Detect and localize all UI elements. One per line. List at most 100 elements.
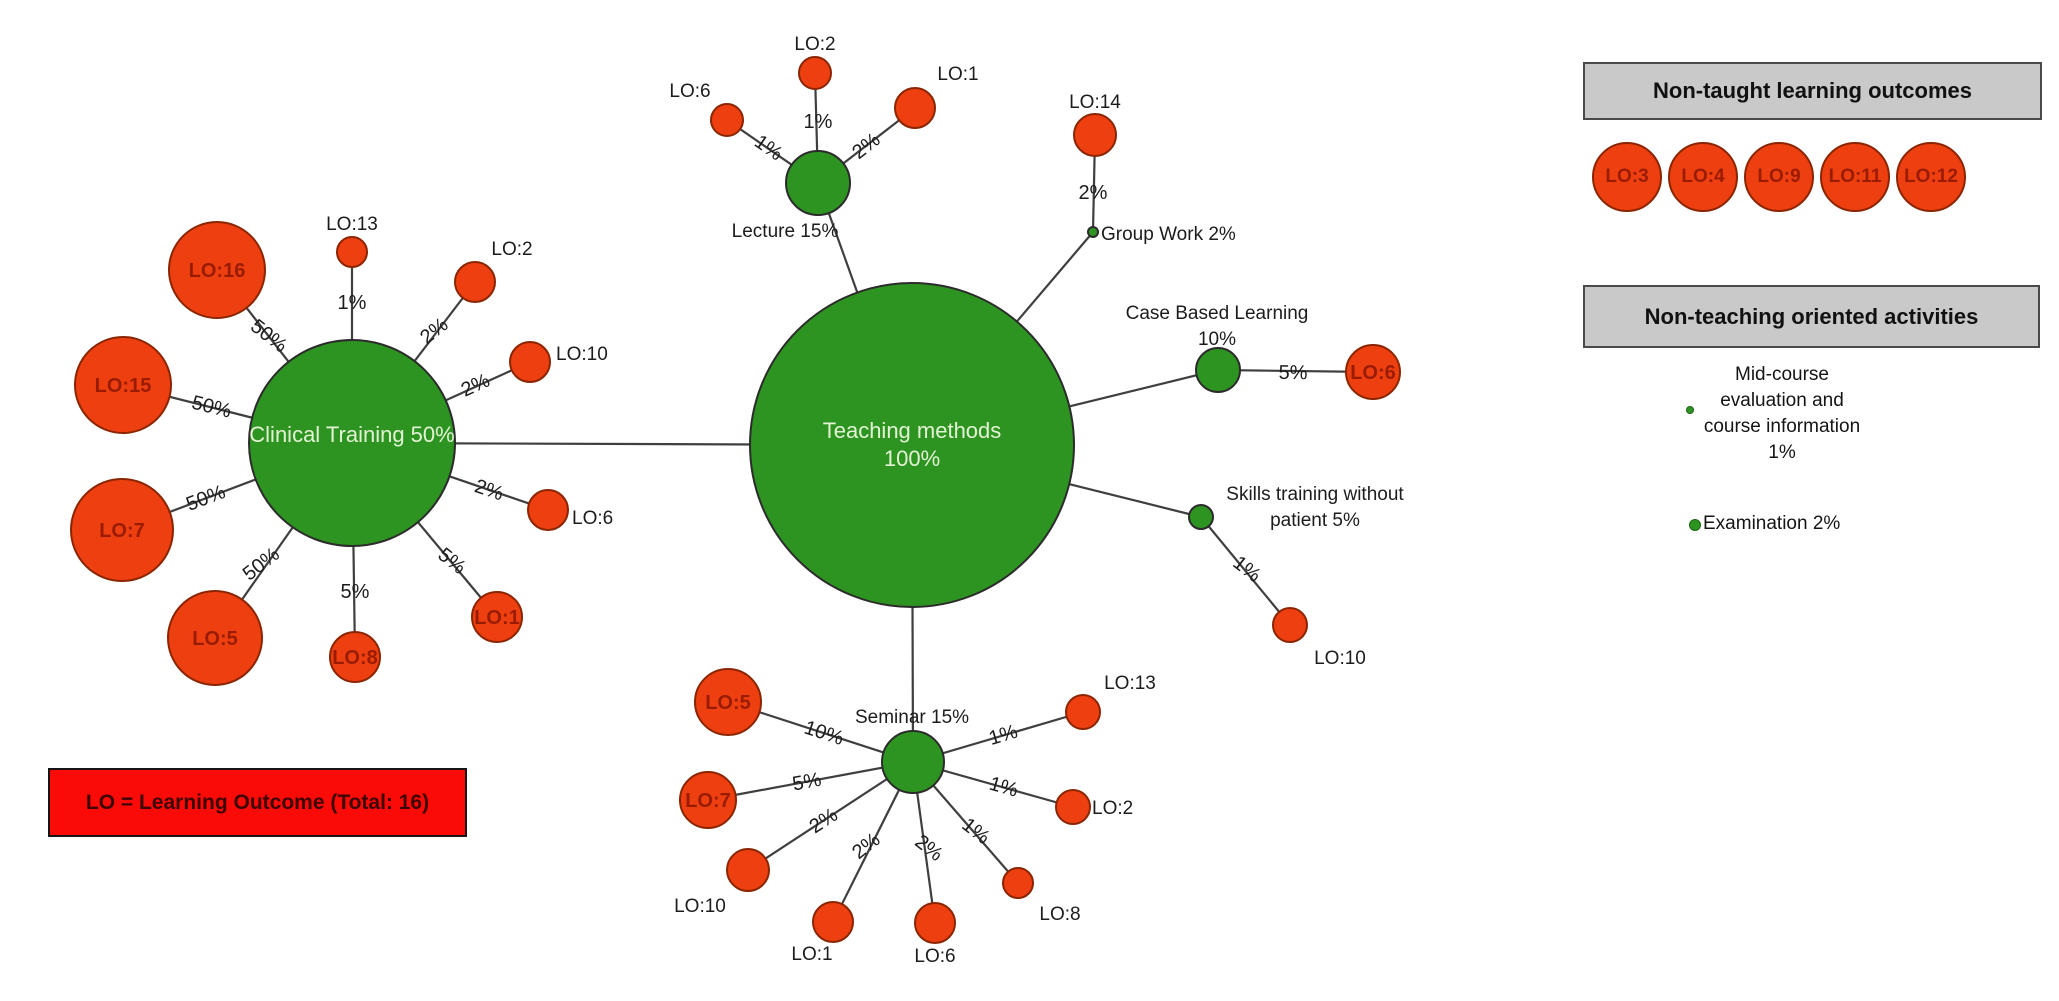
node-label-m5: LO:5	[705, 692, 751, 714]
node-label-g14: LO:14	[1069, 92, 1121, 113]
node-label-skills: Skills training without	[1226, 484, 1404, 505]
edge-label-lecture-l1: 2%	[848, 129, 884, 164]
edge-label-seminar-m13: 1%	[986, 721, 1020, 750]
method-node-groupwork	[1087, 226, 1099, 238]
node-label-m2: LO:2	[1092, 798, 1133, 819]
node-label-c7: LO:7	[99, 520, 145, 542]
non-taught-outcome-circle: LO:4	[1668, 142, 1738, 212]
non-taught-outcome-circle: LO:9	[1744, 142, 1814, 212]
outcome-node-l2	[798, 56, 832, 90]
non-teaching-header-box: Non-teaching oriented activities	[1583, 285, 2040, 348]
nodes-layer	[70, 56, 1401, 944]
outcome-node-m13	[1065, 694, 1101, 730]
node-label-c2: LO:2	[491, 239, 532, 260]
node-label-c8: LO:8	[332, 647, 378, 669]
method-node-skills	[1188, 504, 1214, 530]
edge-label-clinical-c7: 50%	[183, 481, 228, 516]
node-label-seminar: Seminar 15%	[855, 707, 969, 728]
edge-seminar-m7	[707, 760, 914, 802]
node-label-c5: LO:5	[192, 628, 238, 650]
node-label-m1: LO:1	[791, 944, 832, 965]
edge-label-seminar-m7: 5%	[791, 769, 824, 796]
edge-label-lecture-l6: 1%	[750, 131, 786, 166]
node-label-teaching: Teaching methods	[823, 418, 1002, 443]
node-label-teaching: 100%	[884, 446, 940, 471]
mid-course-evaluation-line: course information	[1703, 416, 1861, 437]
outcome-node-c8	[329, 631, 381, 683]
outcome-node-s10	[1272, 607, 1308, 643]
outcome-node-c5	[167, 590, 263, 686]
edge-label-seminar-m1: 2%	[848, 829, 884, 864]
node-label-cbl: 10%	[1198, 329, 1236, 350]
non-taught-outcomes-row: LO:3 LO:4 LO:9 LO:11 LO:12	[1592, 142, 1966, 212]
outcome-node-c1	[471, 591, 523, 643]
outcome-node-l6	[710, 103, 744, 137]
legend-box-label: LO = Learning Outcome (Total: 16)	[85, 790, 430, 814]
outcome-node-m5	[694, 668, 762, 736]
node-label-l1: LO:1	[937, 64, 978, 85]
outcome-node-l1	[894, 87, 936, 129]
mid-course-evaluation-label: Mid-course evaluation and course informati…	[1632, 362, 1932, 466]
outcome-node-c15	[74, 336, 172, 434]
examination-dot-icon	[1689, 519, 1701, 531]
node-label-m10: LO:10	[674, 896, 726, 917]
mid-course-evaluation-line: evaluation and	[1720, 390, 1844, 411]
outcome-node-c16	[168, 221, 266, 319]
node-label-m8: LO:8	[1039, 904, 1080, 925]
edge-label-lecture-l2: 1%	[804, 111, 833, 133]
non-taught-header-label: Non-taught learning outcomes	[1653, 78, 1972, 103]
edge-label-seminar-m5: 10%	[801, 717, 846, 750]
node-label-l6: LO:6	[669, 81, 710, 102]
mid-course-dot-icon	[1686, 406, 1694, 414]
non-teaching-header-label: Non-teaching oriented activities	[1644, 303, 1979, 329]
node-label-lecture: Lecture 15%	[732, 221, 839, 242]
node-label-c16: LO:16	[189, 260, 246, 282]
node-label-c13: LO:13	[326, 214, 378, 235]
method-node-teaching	[749, 282, 1075, 608]
non-taught-outcome-circle: LO:12	[1896, 142, 1966, 212]
edge-label-clinical-c8: 5%	[341, 581, 370, 603]
outcome-node-m8	[1002, 867, 1034, 899]
outcome-node-m10	[726, 848, 770, 892]
edge-label-clinical-c10: 2%	[458, 369, 494, 401]
node-label-m6: LO:6	[914, 946, 955, 967]
mid-course-evaluation-line: Mid-course	[1735, 364, 1829, 385]
edge-skills-s10	[1200, 516, 1291, 626]
non-taught-outcome-circle: LO:3	[1592, 142, 1662, 212]
node-label-s10: LO:10	[1314, 648, 1366, 669]
edge-seminar-m10	[747, 761, 914, 871]
node-label-c1: LO:1	[474, 607, 520, 629]
edge-label-seminar-m2: 1%	[987, 773, 1021, 802]
mid-course-evaluation-line: 1%	[1768, 442, 1796, 463]
outcome-node-m1	[812, 901, 854, 943]
edge-label-clinical-c6: 2%	[472, 475, 507, 505]
method-node-lecture	[785, 150, 851, 216]
node-label-c15: LO:15	[95, 375, 152, 397]
node-label-m13: LO:13	[1104, 673, 1156, 694]
node-label-clinical: Clinical Training 50%	[249, 422, 454, 447]
outcome-node-c13	[336, 236, 368, 268]
outcome-node-c2	[454, 261, 496, 303]
edge-label-clinical-c13: 1%	[338, 292, 367, 314]
non-taught-outcome-circle: LO:11	[1820, 142, 1890, 212]
node-label-c10: LO:10	[556, 344, 608, 365]
outcome-node-c6	[527, 489, 569, 531]
edge-label-clinical-c15: 50%	[189, 392, 233, 423]
legend-box: LO = Learning Outcome (Total: 16)	[48, 768, 467, 837]
node-label-m7: LO:7	[685, 790, 731, 812]
outcome-node-b6	[1345, 344, 1401, 400]
node-label-cbl: Case Based Learning	[1126, 303, 1309, 324]
non-taught-header-box: Non-taught learning outcomes	[1583, 62, 2042, 120]
outcome-node-m6	[914, 902, 956, 944]
edge-label-seminar-m10: 2%	[806, 804, 842, 838]
method-node-cbl	[1195, 347, 1241, 393]
node-label-c6: LO:6	[572, 508, 613, 529]
edge-label-clinical-c16: 50%	[246, 315, 291, 357]
edge-label-cbl-b6: 5%	[1278, 362, 1307, 384]
outcome-node-m7	[679, 771, 737, 829]
edge-label-seminar-m6: 2%	[911, 831, 947, 866]
method-node-clinical	[248, 339, 456, 547]
node-label-skills: patient 5%	[1270, 510, 1360, 531]
